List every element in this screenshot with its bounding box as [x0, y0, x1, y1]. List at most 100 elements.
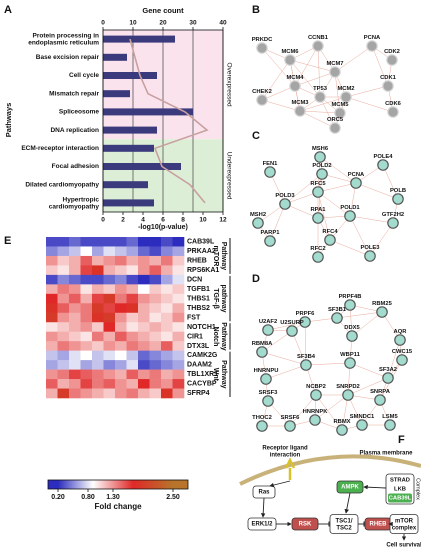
panel-label: B — [252, 4, 260, 16]
outcome-label: Cell survival — [386, 543, 421, 549]
top-tick-label: 0 — [101, 20, 105, 27]
heat-cell — [138, 255, 150, 266]
network-edge — [345, 96, 394, 113]
heat-cell — [46, 293, 58, 304]
heat-cell — [80, 379, 93, 389]
complex-member: LKB — [394, 487, 406, 493]
node-label: THOC2 — [252, 415, 272, 421]
pvalue-line — [129, 38, 209, 204]
node-label: SRSF3 — [259, 390, 278, 396]
heat-cell — [138, 369, 150, 380]
heat-cell — [126, 246, 139, 257]
network-node — [314, 91, 326, 103]
node-label: CDK2 — [384, 49, 400, 55]
network-edge — [319, 156, 357, 184]
group-label: mTOR — [212, 246, 219, 267]
heat-cell — [80, 274, 93, 285]
heat-cell — [80, 303, 93, 314]
heat-cell — [149, 255, 162, 266]
heat-cell — [46, 237, 58, 247]
heat-cell — [46, 265, 58, 276]
heat-cell — [46, 350, 58, 361]
panel-label: D — [252, 273, 260, 285]
network-edge — [355, 182, 399, 200]
heat-cell — [46, 388, 58, 399]
network-node — [300, 359, 312, 371]
node-label: HNRNPU — [254, 368, 279, 374]
node-label: FEN1 — [263, 161, 279, 167]
node-label: PRPF6 — [296, 311, 315, 317]
network-node — [364, 250, 376, 262]
heat-cell — [92, 350, 104, 361]
heat-cell — [115, 388, 127, 399]
network-node — [312, 186, 324, 198]
network-node — [336, 424, 348, 436]
network-edge — [317, 191, 331, 241]
heat-cell — [46, 369, 58, 380]
heat-cell — [80, 246, 93, 257]
tsc-label: TSC1/TSC2 — [335, 518, 352, 531]
node-label: CDK6 — [385, 101, 402, 107]
heat-cell — [172, 331, 185, 342]
bottom-tick-label: 12 — [219, 217, 227, 224]
network-edge — [261, 85, 296, 101]
network-node — [312, 251, 324, 263]
heat-cell — [126, 284, 139, 295]
node-label: RBM8A — [252, 341, 273, 347]
heat-cell — [69, 360, 81, 370]
heat-cell — [149, 312, 162, 323]
heat-cell — [172, 312, 185, 323]
node-label: RBM25 — [372, 301, 392, 307]
heat-cell — [69, 303, 81, 314]
group-label: Pathway — [220, 242, 227, 271]
network-edge — [334, 71, 341, 114]
network-node — [299, 316, 311, 328]
heat-cell — [92, 312, 104, 323]
group-label: Wnt — [212, 368, 219, 382]
node-label: MCM3 — [291, 100, 309, 106]
arrow — [363, 484, 387, 490]
heat-cell — [172, 255, 185, 266]
heat-cell — [172, 360, 185, 370]
heat-cell — [149, 322, 162, 333]
heat-cell — [115, 293, 127, 304]
panel-label: F — [398, 434, 405, 446]
network-edge — [294, 71, 336, 87]
heat-cell — [57, 274, 70, 285]
heat-cell — [161, 274, 173, 285]
heat-cell — [46, 312, 58, 323]
bar — [103, 90, 130, 98]
node-label: SNRPD2 — [336, 384, 360, 390]
heat-cell — [115, 237, 127, 247]
heat-cell — [172, 237, 185, 247]
heat-cell — [138, 303, 150, 314]
heat-cell — [103, 331, 116, 342]
row-label: CAMK2G — [187, 352, 218, 359]
network-edge — [334, 45, 373, 73]
heat-cell — [92, 284, 104, 295]
ampk-label: AMPK — [341, 485, 359, 491]
network-node — [309, 414, 321, 426]
heat-cell — [69, 331, 81, 342]
heat-cell — [92, 369, 104, 380]
heat-cell — [161, 265, 173, 276]
node-label: PCNA — [364, 35, 381, 41]
node-label: SNRPA — [370, 389, 391, 395]
node-label: POLD1 — [340, 205, 360, 211]
network-node — [256, 94, 268, 106]
heat-cell — [126, 274, 139, 285]
category-label: ECM-receptor interaction — [21, 145, 99, 152]
network-edge — [289, 394, 317, 427]
heat-cell — [46, 284, 58, 295]
network-node — [286, 325, 298, 337]
heat-cell — [80, 360, 93, 370]
node-label: CHEK2 — [252, 89, 272, 95]
node-label: PARP1 — [261, 230, 281, 236]
heat-cell — [138, 379, 150, 389]
network-edge — [317, 191, 351, 217]
top-tick-label: 30 — [189, 20, 197, 27]
heat-cell — [92, 331, 104, 342]
heat-cell — [92, 388, 104, 399]
node-label: MSH6 — [312, 146, 329, 152]
